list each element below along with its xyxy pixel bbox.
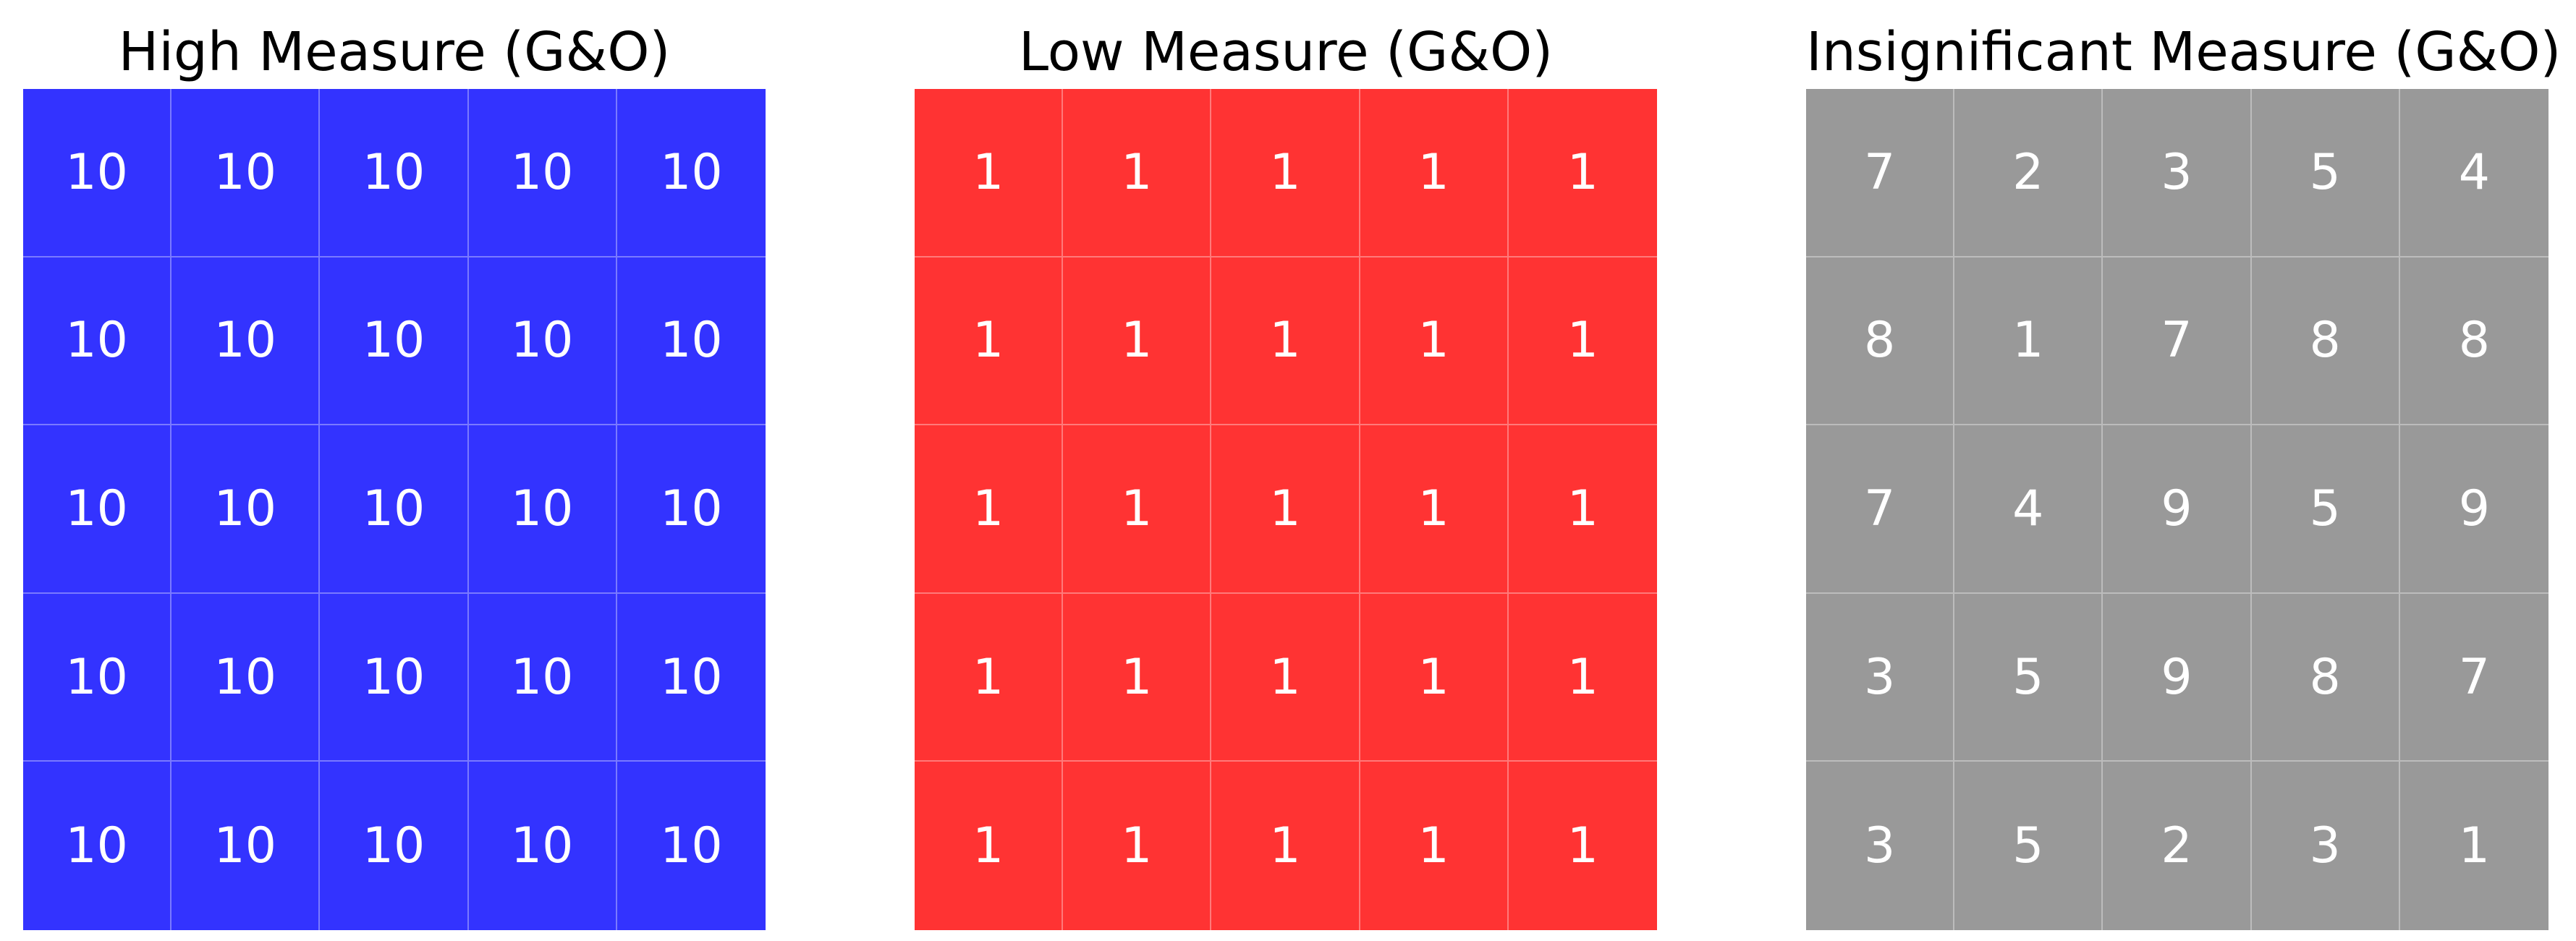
- heatmap-cell: 1: [1211, 89, 1360, 257]
- heatmap-cell: 8: [1806, 257, 1955, 426]
- heatmap-cell: 8: [2399, 257, 2549, 426]
- heatmap-cell: 7: [2103, 257, 2252, 426]
- heatmap-cell: 10: [23, 762, 172, 930]
- heatmap-cell: 10: [468, 425, 617, 594]
- heatmap-cell: 10: [171, 425, 321, 594]
- heatmap-cell: 8: [2251, 593, 2400, 762]
- heatmap-cell: 1: [915, 89, 1064, 257]
- heatmap-cell: 7: [1806, 89, 1955, 257]
- heatmap-cell: 1: [1063, 762, 1212, 930]
- heatmap-cell: 1: [1360, 89, 1509, 257]
- heatmap-cell: 1: [1211, 762, 1360, 930]
- heatmap-cell: 3: [1806, 593, 1955, 762]
- heatmap-cell: 1: [2399, 762, 2549, 930]
- heatmap-cell: 8: [2251, 257, 2400, 426]
- heatmap-cell: 1: [1954, 257, 2103, 426]
- heatmap-cell: 1: [1063, 257, 1212, 426]
- heatmap-cell: 10: [617, 762, 766, 930]
- heatmap-cell: 10: [171, 89, 321, 257]
- heatmap-cell: 10: [23, 425, 172, 594]
- heatmap-cell: 10: [23, 89, 172, 257]
- heatmap-cell: 1: [1360, 257, 1509, 426]
- heatmap-cell: 1: [1360, 425, 1509, 594]
- heatmap-cell: 10: [468, 89, 617, 257]
- heatmap-cell: 10: [320, 762, 469, 930]
- heatmap-cell: 5: [2251, 425, 2400, 594]
- heatmap-cell: 1: [915, 425, 1064, 594]
- heatmap-cell: 10: [617, 593, 766, 762]
- heatmap-cell: 10: [320, 593, 469, 762]
- heatmap-cell: 1: [915, 593, 1064, 762]
- heatmap-cell: 10: [23, 593, 172, 762]
- heatmap-cell: 1: [1508, 257, 1657, 426]
- heatmap-cell: 9: [2103, 593, 2252, 762]
- heatmap-cell: 1: [1508, 89, 1657, 257]
- insignificant-measure-title: Insignificant Measure (G&O): [1806, 21, 2562, 83]
- high-measure-title: High Measure (G&O): [118, 21, 671, 83]
- heatmap-cell: 2: [1954, 89, 2103, 257]
- high-measure-grid: 10 10 10 10 10 10 10 10 10 10 10 10 10 10 10 10 10 10 10 10…: [23, 89, 766, 930]
- heatmap-cell: 10: [320, 257, 469, 426]
- heatmap-cell: 10: [617, 89, 766, 257]
- heatmap-cell: 1: [1211, 425, 1360, 594]
- heatmap-cell: 10: [320, 425, 469, 594]
- heatmap-cell: 10: [171, 593, 321, 762]
- heatmap-cell: 1: [1508, 762, 1657, 930]
- heatmap-cell: 1: [1360, 762, 1509, 930]
- high-measure-panel: High Measure (G&O) 10 10 10 10 10 10 10 10 10 10 1…: [23, 0, 766, 941]
- heatmap-cell: 10: [320, 89, 469, 257]
- heatmap-cell: 1: [1211, 593, 1360, 762]
- heatmap-cell: 1: [1063, 425, 1212, 594]
- heatmap-cell: 10: [468, 762, 617, 930]
- heatmap-cell: 1: [1063, 89, 1212, 257]
- heatmap-cell: 10: [617, 257, 766, 426]
- heatmap-cell: 9: [2399, 425, 2549, 594]
- heatmap-cell: 2: [2103, 762, 2252, 930]
- heatmap-cell: 7: [2399, 593, 2549, 762]
- heatmap-cell: 1: [1360, 593, 1509, 762]
- heatmap-cell: 10: [617, 425, 766, 594]
- heatmap-cell: 1: [1508, 593, 1657, 762]
- heatmap-cell: 4: [2399, 89, 2549, 257]
- low-measure-title: Low Measure (G&O): [1018, 21, 1554, 83]
- heatmap-cell: 1: [1063, 593, 1212, 762]
- heatmap-cell: 9: [2103, 425, 2252, 594]
- heatmap-cell: 5: [2251, 89, 2400, 257]
- heatmap-cell: 1: [1508, 425, 1657, 594]
- heatmap-cell: 10: [171, 762, 321, 930]
- heatmap-cell: 1: [915, 762, 1064, 930]
- heatmap-cell: 10: [171, 257, 321, 426]
- heatmap-cell: 3: [2103, 89, 2252, 257]
- heatmap-cell: 3: [2251, 762, 2400, 930]
- heatmap-cell: 10: [468, 257, 617, 426]
- heatmap-cell: 5: [1954, 593, 2103, 762]
- heatmap-cell: 3: [1806, 762, 1955, 930]
- heatmap-cell: 1: [915, 257, 1064, 426]
- heatmap-cell: 10: [23, 257, 172, 426]
- heatmap-cell: 1: [1211, 257, 1360, 426]
- heatmap-cell: 7: [1806, 425, 1955, 594]
- heatmap-cell: 10: [468, 593, 617, 762]
- heatmap-cell: 4: [1954, 425, 2103, 594]
- heatmap-cell: 5: [1954, 762, 2103, 930]
